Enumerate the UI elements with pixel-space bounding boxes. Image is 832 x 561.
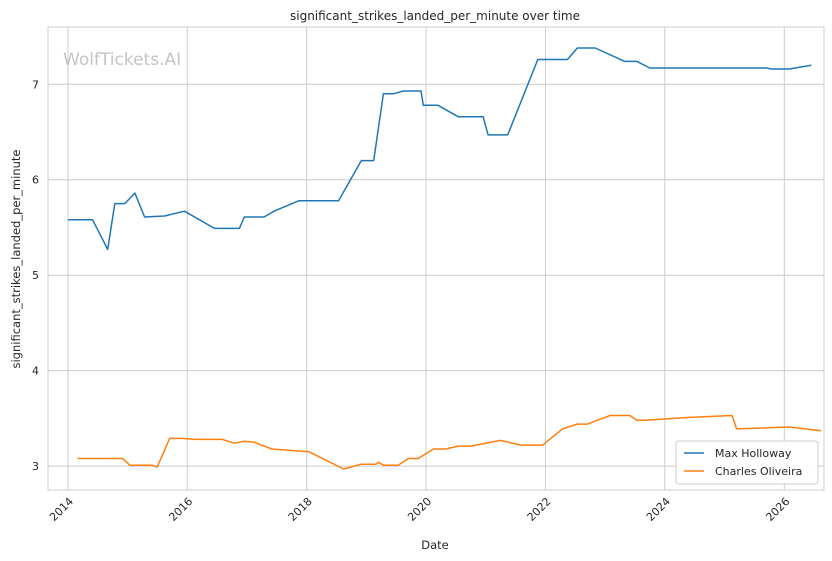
x-axis-label: Date — [421, 538, 449, 552]
plot-frame — [47, 26, 825, 491]
chart-title: significant_strikes_landed_per_minute ov… — [290, 9, 580, 23]
legend-label-max-holloway: Max Holloway — [715, 447, 792, 460]
legend-label-charles-oliveira: Charles Oliveira — [715, 465, 802, 478]
y-tick-label: 3 — [32, 460, 39, 473]
series-line-charles-oliveira — [77, 414, 822, 470]
series-line-max-holloway — [67, 47, 812, 251]
y-tick-label: 4 — [32, 365, 39, 378]
y-tick-label: 6 — [32, 174, 39, 187]
y-tick-labels: 3 4 5 6 7 — [32, 78, 39, 473]
x-gridlines — [67, 27, 785, 490]
y-axis-label: significant_strikes_landed_per_minute — [9, 150, 23, 369]
y-gridlines — [48, 83, 824, 467]
watermark: WolfTickets.AI — [63, 50, 181, 70]
legend-box — [675, 440, 819, 485]
y-tick-label: 5 — [32, 269, 39, 282]
series-layer — [67, 47, 822, 470]
plot-area: WolfTickets.AI — [47, 26, 825, 491]
y-tick-label: 7 — [32, 78, 39, 91]
legend: Max Holloway Charles Oliveira — [675, 440, 819, 485]
